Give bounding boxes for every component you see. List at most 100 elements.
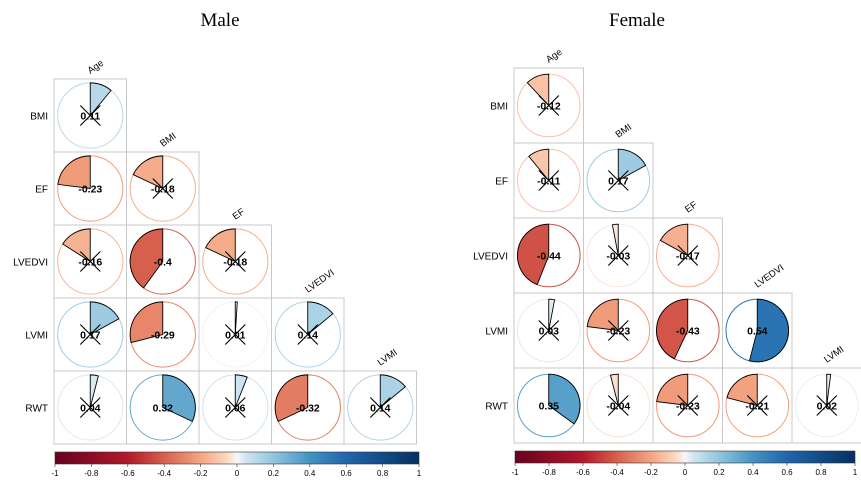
correlation-value-label: -0.44 (537, 251, 561, 263)
correlation-value-label: -0.23 (676, 401, 700, 413)
colorbar-tick-label: -0.2 (644, 468, 658, 477)
column-label: Age (86, 58, 106, 77)
row-label: BMI (30, 112, 48, 123)
nonsignificant-cross (607, 320, 629, 341)
nonsignificant-cross (224, 251, 246, 272)
nonsignificant-cross (677, 245, 699, 266)
row-label: EF (495, 177, 508, 188)
pie-sector (611, 223, 619, 256)
colorbar-tick-label: -0.4 (157, 469, 171, 478)
colorbar-tick-label: -0.4 (610, 468, 624, 477)
pie-sector (526, 73, 550, 107)
correlation-value-label: -0.29 (151, 330, 175, 342)
correlation-value-label: 0.02 (817, 401, 838, 413)
nonsignificant-cross (538, 170, 560, 191)
colorbar-tick-label: -0.6 (121, 469, 135, 478)
correlation-value-label: -0.17 (676, 251, 700, 263)
pie-sector (617, 148, 647, 182)
colorbar-tick-label: -1 (511, 468, 519, 477)
nonsignificant-cross (538, 95, 560, 116)
colorbar-tick-label: -0.8 (85, 469, 99, 478)
pie-sector (129, 301, 164, 344)
nonsignificant-cross (538, 320, 560, 341)
correlation-value-label: 0.14 (298, 330, 319, 342)
colorbar-tick-label: 0.8 (377, 469, 389, 478)
colorbar-tick-label: -0.8 (542, 468, 556, 477)
row-label: LVMI (485, 327, 508, 338)
correlation-value-label: 0.06 (225, 403, 246, 415)
colorbar-tick-label: 0.8 (815, 468, 827, 477)
matrix-cell (343, 370, 417, 445)
colorbar-tick-label: 0 (235, 469, 240, 478)
colorbar-tick-label: 0.4 (747, 468, 759, 477)
correlation-value-label: -0.11 (537, 176, 561, 188)
correlation-value-label: -0.21 (745, 401, 769, 413)
colorbar-tick-label: 0.2 (268, 469, 280, 478)
correlation-value-label: -0.12 (537, 101, 561, 113)
pie-sector (162, 374, 196, 422)
correlation-value-label: -0.18 (223, 257, 247, 269)
matrix-cell (791, 367, 861, 444)
nonsignificant-cross (152, 178, 174, 199)
pie-sector (379, 374, 407, 409)
pie-sector (548, 298, 556, 331)
correlation-value-label: -0.32 (296, 403, 320, 415)
nonsignificant-cross (79, 324, 101, 345)
nonsignificant-cross (607, 170, 629, 191)
nonsignificant-cross (607, 245, 629, 266)
correlation-value-label: 0.32 (153, 403, 174, 415)
column-label: BMI (614, 122, 634, 141)
row-label: RWT (25, 404, 48, 415)
male-panel: Male BMI EF LVEDVI LVMI RWT Age BMI EF LVEDVI LVM… (13, 10, 422, 478)
column-label: Age (544, 47, 564, 66)
nonsignificant-cross (607, 395, 629, 416)
column-label: EF (231, 206, 247, 222)
nonsignificant-cross (677, 395, 699, 416)
nonsignificant-cross (79, 251, 101, 272)
row-label: EF (35, 185, 48, 196)
colorbar-tick-label: 0.2 (713, 468, 725, 477)
pie-sector (659, 223, 689, 257)
pie-sector (89, 374, 99, 408)
correlation-value-label: 0.11 (80, 111, 100, 123)
colorbar (54, 451, 420, 465)
column-label: EF (683, 199, 699, 215)
nonsignificant-cross (297, 324, 319, 345)
correlation-value-label: 0.01 (225, 330, 246, 342)
correlation-value-label: 0.54 (747, 326, 768, 338)
correlation-value-label: 0.35 (539, 401, 560, 413)
pie-sector (234, 374, 248, 408)
pie-sector (89, 82, 112, 117)
pie-sector (656, 298, 689, 360)
column-label: LVMI (376, 347, 400, 368)
colorbar-tick-label: -0.2 (194, 469, 208, 478)
pie-sector (548, 373, 581, 425)
colorbar-tick-label: -0.6 (576, 468, 590, 477)
row-label: RWT (485, 402, 508, 413)
colorbar-tick-label: 1 (853, 468, 858, 477)
nonsignificant-cross (224, 397, 246, 418)
male-title: Male (200, 10, 239, 31)
row-label: LVEDVI (13, 258, 48, 269)
pie-sector (748, 298, 789, 363)
nonsignificant-cross (369, 397, 391, 418)
correlation-value-label: -0.03 (606, 251, 630, 263)
colorbar-tick-label: 0.6 (781, 468, 793, 477)
colorbar-tick-label: 1 (417, 469, 422, 478)
colorbar-tick-label: 0.6 (341, 469, 353, 478)
nonsignificant-cross (816, 395, 838, 416)
column-label: LVEDVI (303, 267, 336, 295)
correlation-value-label: -0.18 (151, 184, 175, 196)
pie-sector (307, 301, 334, 336)
correlation-value-label: 0.17 (608, 176, 629, 188)
correlation-value-label: 0.17 (80, 330, 101, 342)
correlation-value-label: -0.43 (676, 326, 700, 338)
colorbar-tick-label: 0.4 (304, 469, 316, 478)
pie-sector (129, 228, 164, 289)
pie-sector (609, 373, 619, 406)
nonsignificant-cross (224, 324, 246, 345)
correlation-value-label: 0.03 (539, 326, 560, 338)
pie-sector (89, 301, 120, 336)
correlation-value-label: -0.16 (78, 257, 102, 269)
